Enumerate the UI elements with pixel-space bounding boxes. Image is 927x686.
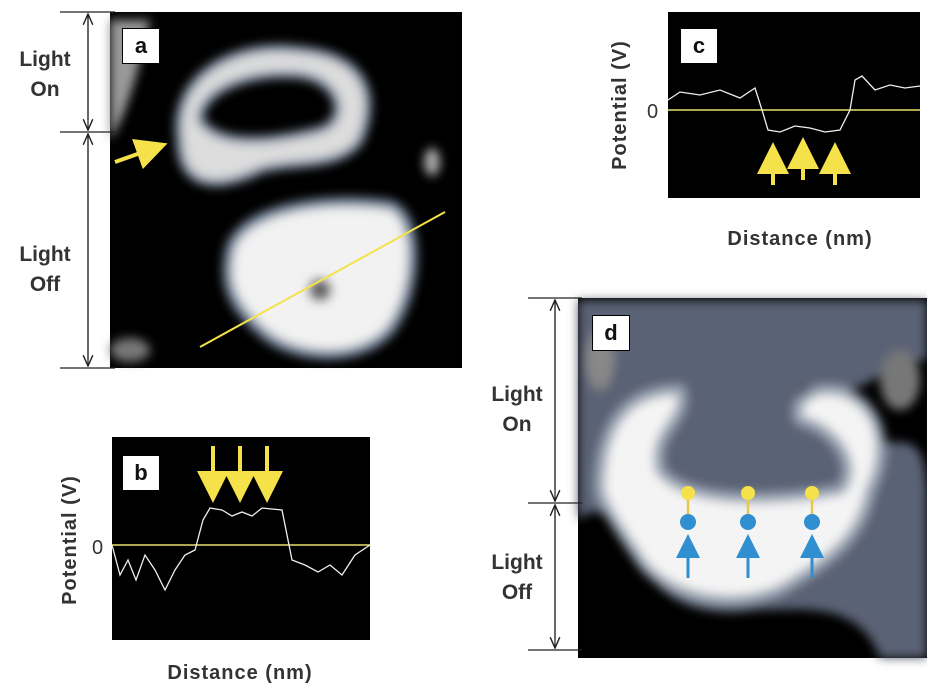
panel-label: d	[592, 315, 630, 351]
zero-label: 0	[92, 533, 103, 563]
x-axis-label: Distance (nm)	[700, 224, 900, 254]
panel-label: c	[680, 28, 718, 64]
figure: a Light On Light Off b 0 Potential (V) D…	[0, 0, 927, 686]
panel-label: a	[122, 28, 160, 64]
y-axis-label: Potential (V)	[605, 25, 635, 185]
annotation: Light On	[482, 380, 552, 440]
annotation: Light On	[10, 45, 80, 105]
annotation: Light Off	[482, 548, 552, 608]
x-axis-label: Distance (nm)	[140, 658, 340, 686]
zero-label: 0	[647, 97, 658, 127]
figure-graphics	[0, 0, 927, 686]
annotation: Light Off	[10, 240, 80, 300]
panel-label: b	[122, 455, 160, 491]
panel-d-image	[578, 298, 927, 658]
y-axis-label: Potential (V)	[55, 460, 85, 620]
panel-a-image	[110, 12, 462, 368]
